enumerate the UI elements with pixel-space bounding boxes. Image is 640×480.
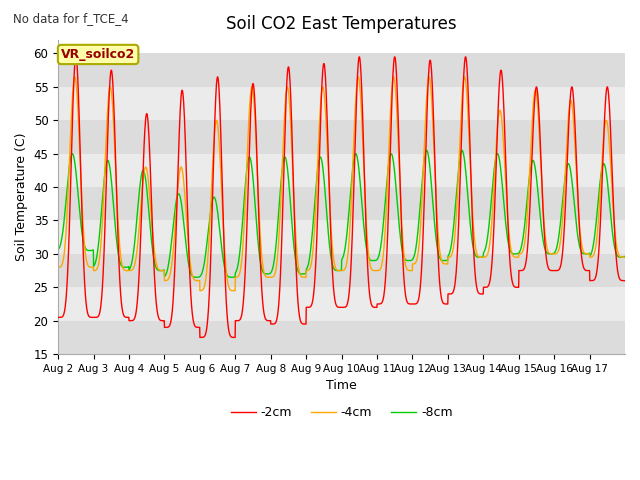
Bar — [58, 87, 625, 120]
Y-axis label: Soil Temperature (C): Soil Temperature (C) — [15, 133, 28, 261]
Line: -2cm: -2cm — [58, 57, 625, 337]
-4cm — [230, 288, 238, 293]
Title: Soil CO2 East Temperatures: Soil CO2 East Temperatures — [227, 15, 457, 33]
-2cm — [111, 137, 119, 143]
Legend: -2cm, -4cm, -8cm: -2cm, -4cm, -8cm — [225, 401, 458, 424]
-8cm — [111, 218, 118, 224]
Text: VR_soilco2: VR_soilco2 — [61, 48, 135, 61]
-8cm — [234, 265, 241, 271]
-4cm — [545, 250, 552, 255]
-4cm — [621, 254, 629, 260]
Bar — [58, 321, 625, 354]
Line: -8cm: -8cm — [58, 150, 625, 277]
-4cm — [614, 248, 621, 253]
-2cm — [621, 278, 629, 284]
-8cm — [54, 247, 62, 252]
-2cm — [376, 301, 384, 307]
Text: No data for f_TCE_4: No data for f_TCE_4 — [13, 12, 129, 25]
-2cm — [545, 266, 552, 272]
Bar — [58, 288, 625, 321]
-4cm — [54, 264, 62, 270]
X-axis label: Time: Time — [326, 379, 357, 392]
-2cm — [614, 266, 621, 272]
-4cm — [234, 274, 241, 280]
-2cm — [513, 285, 520, 290]
-8cm — [545, 251, 552, 257]
Bar — [58, 53, 625, 87]
-2cm — [196, 335, 204, 340]
-8cm — [621, 253, 629, 259]
Bar — [58, 120, 625, 154]
-4cm — [376, 267, 384, 273]
-8cm — [513, 251, 520, 257]
Bar — [58, 187, 625, 220]
-8cm — [423, 147, 431, 153]
-4cm — [111, 146, 118, 152]
-2cm — [54, 314, 62, 320]
-4cm — [513, 254, 520, 260]
-4cm — [425, 74, 433, 80]
-2cm — [72, 54, 80, 60]
Line: -4cm: -4cm — [58, 77, 625, 290]
-8cm — [228, 275, 236, 280]
Bar — [58, 154, 625, 187]
Bar — [58, 254, 625, 288]
-8cm — [376, 249, 384, 254]
-8cm — [614, 253, 621, 259]
-2cm — [234, 318, 241, 324]
Bar — [58, 220, 625, 254]
